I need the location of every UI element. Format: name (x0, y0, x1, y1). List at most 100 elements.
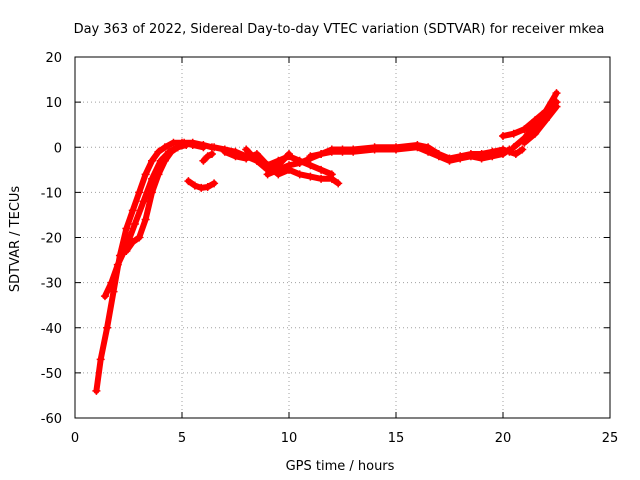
data-point (518, 145, 527, 154)
data-point (109, 287, 118, 296)
data-point (285, 161, 293, 170)
data-point (370, 145, 379, 154)
x-tick-label: 25 (602, 431, 619, 446)
data-point (122, 224, 131, 233)
data-point (392, 145, 400, 154)
data-point (541, 116, 550, 125)
data-point (169, 138, 178, 147)
data-point (113, 260, 122, 269)
x-axis-label: GPS time / hours (286, 459, 395, 474)
data-point (511, 150, 520, 159)
x-tick-label: 5 (178, 431, 186, 446)
data-point (424, 147, 433, 156)
series-sat-n (521, 103, 560, 146)
data-point (199, 156, 208, 165)
y-tick-label: -10 (41, 186, 62, 201)
data-point (552, 89, 561, 98)
data-series (92, 89, 561, 395)
grid (75, 57, 610, 418)
data-point (188, 138, 197, 147)
data-point (434, 152, 443, 161)
x-tick-label: 15 (388, 431, 405, 446)
y-tick-label: 10 (45, 96, 62, 111)
data-point (531, 129, 540, 138)
data-point (466, 152, 475, 161)
data-point (197, 183, 206, 192)
y-tick-label: -60 (41, 412, 62, 427)
data-point (252, 156, 261, 165)
y-tick-label: 20 (45, 51, 62, 66)
data-point (520, 125, 529, 134)
data-point (154, 147, 163, 156)
data-point (148, 188, 157, 197)
data-point (203, 152, 212, 161)
data-point (306, 172, 315, 181)
data-point (122, 247, 131, 256)
x-tick-label: 0 (71, 431, 79, 446)
data-point (184, 177, 193, 186)
data-point (100, 292, 109, 301)
data-point (285, 150, 293, 159)
data-point (103, 323, 112, 332)
data-point (317, 174, 326, 183)
data-point (499, 145, 507, 154)
data-point (130, 219, 139, 228)
data-point (135, 233, 144, 242)
data-point (107, 278, 116, 287)
data-point (231, 152, 240, 161)
chart-title: Day 363 of 2022, Sidereal Day-to-day VTE… (74, 22, 605, 37)
data-point (154, 170, 163, 179)
data-point (349, 147, 358, 156)
data-point (220, 147, 229, 156)
data-point (505, 147, 514, 156)
data-point (274, 165, 283, 174)
data-point (477, 154, 486, 163)
data-point (203, 182, 212, 191)
y-tick-label: -20 (41, 232, 62, 247)
data-point (190, 181, 199, 190)
data-point (210, 143, 219, 152)
data-point (520, 138, 529, 147)
data-point (199, 140, 208, 149)
y-axis-label: SDTVAR / TECUs (8, 186, 23, 293)
data-point (263, 170, 272, 179)
data-point (509, 143, 518, 152)
data-point (531, 120, 540, 129)
y-tick-label: -50 (41, 367, 62, 382)
data-point (317, 165, 326, 174)
y-tick-label: 0 (54, 141, 62, 156)
data-point (499, 131, 507, 140)
data-point (306, 161, 315, 170)
data-point (306, 152, 315, 161)
data-point (148, 156, 157, 165)
data-point (173, 143, 182, 152)
data-point (456, 154, 465, 163)
data-point (317, 150, 326, 159)
data-point (327, 147, 336, 156)
data-point (128, 206, 137, 215)
data-point (92, 386, 101, 395)
series-sat-a (93, 139, 207, 394)
data-point (160, 143, 169, 152)
data-point (141, 170, 150, 179)
ticks: 0 5 10 15 20 25 -60 -50 -40 -30 -20 -10 0 10 20 (41, 51, 619, 446)
data-point (207, 150, 216, 159)
data-point (242, 154, 251, 163)
data-point (295, 159, 304, 168)
data-point (541, 107, 550, 116)
data-point (488, 147, 497, 156)
data-point (160, 156, 169, 165)
y-tick-label: -30 (41, 277, 62, 292)
data-point (210, 179, 219, 188)
data-point (180, 138, 189, 147)
data-point (135, 188, 144, 197)
data-point (327, 174, 336, 183)
x-tick-label: 10 (281, 431, 298, 446)
data-point (242, 145, 251, 154)
series-sat-m (510, 90, 560, 151)
data-point (141, 215, 150, 224)
data-point (128, 238, 137, 247)
x-tick-label: 20 (495, 431, 512, 446)
data-point (413, 143, 422, 152)
